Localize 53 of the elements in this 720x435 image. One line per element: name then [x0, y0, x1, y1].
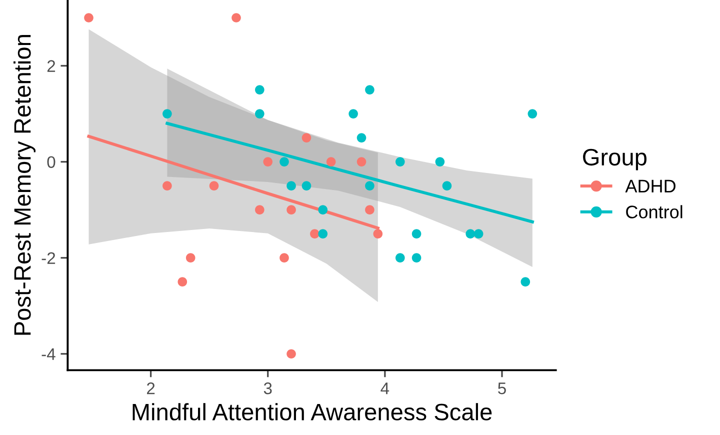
point	[302, 133, 312, 142]
point	[520, 277, 530, 286]
y-tick-label: 0	[47, 156, 56, 168]
x-tick-label: 5	[498, 382, 506, 394]
x-axis-title: Mindful Attention Awareness Scale	[132, 403, 492, 420]
point	[263, 157, 273, 166]
point	[178, 277, 188, 286]
point	[84, 13, 94, 22]
point	[395, 253, 405, 262]
point	[365, 205, 374, 214]
x-tick-label: 2	[147, 382, 155, 394]
point	[528, 109, 538, 118]
point	[442, 181, 452, 190]
point	[310, 229, 320, 238]
point	[326, 157, 336, 166]
point	[255, 85, 264, 94]
point	[318, 229, 328, 238]
point	[280, 253, 289, 262]
line-series	[166, 122, 534, 224]
point	[435, 157, 445, 166]
point	[412, 229, 422, 238]
point	[209, 181, 219, 190]
point	[412, 253, 422, 262]
point	[186, 253, 196, 262]
y-axis-title: Post-Rest Memory Retention	[13, 35, 36, 335]
point	[255, 109, 264, 118]
point	[302, 181, 312, 190]
point	[395, 157, 405, 166]
point	[373, 229, 383, 238]
point	[286, 205, 296, 214]
y-tick-label: -2	[42, 252, 56, 264]
point	[356, 133, 366, 142]
x-tick-label: 4	[380, 382, 390, 394]
point	[318, 205, 328, 214]
x-tick-label: 3	[264, 382, 272, 394]
point	[466, 229, 476, 238]
point	[356, 157, 366, 166]
point	[286, 181, 296, 190]
legend-title: Group	[583, 148, 646, 170]
point	[232, 13, 241, 22]
point	[348, 109, 358, 118]
point	[365, 85, 374, 94]
y-tick-label: -4	[42, 348, 56, 360]
point	[162, 109, 172, 118]
point	[162, 181, 172, 190]
point	[286, 349, 296, 359]
y-tick-label: 2	[47, 60, 56, 72]
point	[255, 205, 264, 214]
point	[365, 181, 374, 190]
legend-label: Control	[626, 205, 682, 218]
point	[280, 157, 289, 166]
legend-label: ADHD	[625, 180, 676, 192]
point	[474, 229, 484, 238]
